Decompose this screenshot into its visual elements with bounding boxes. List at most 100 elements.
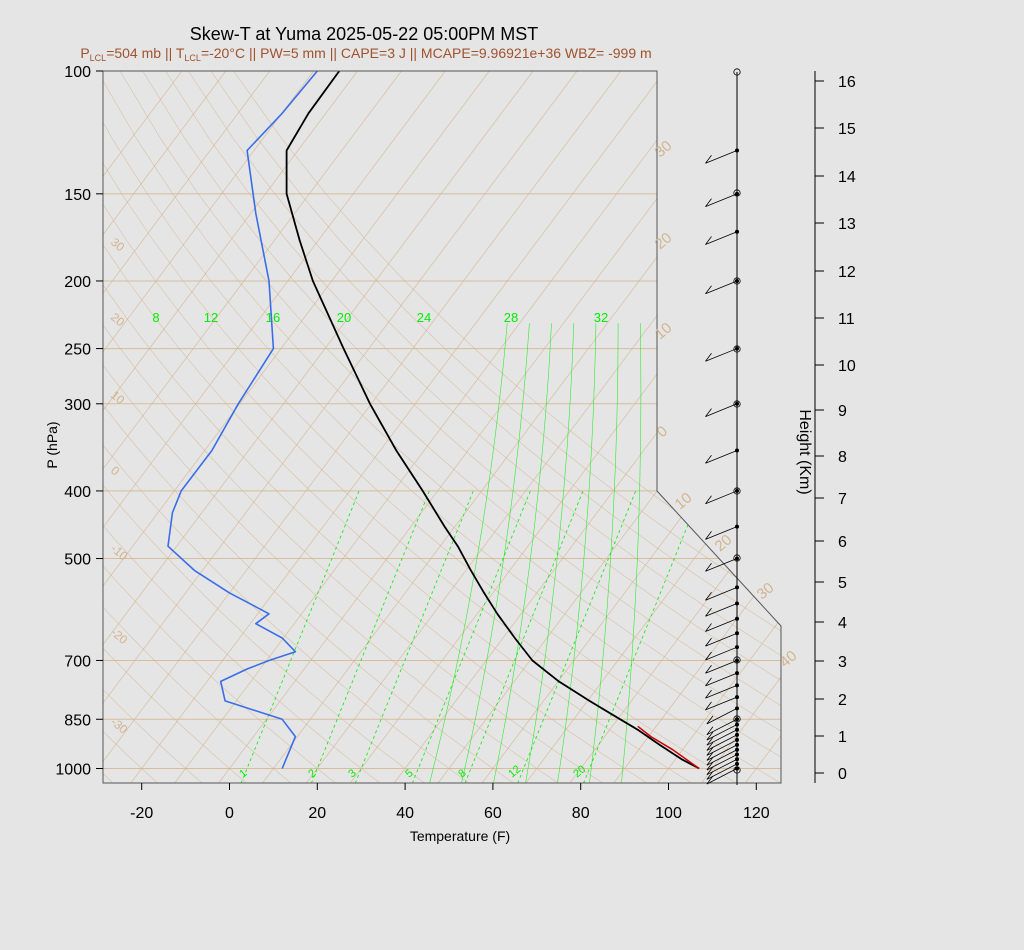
wind-barb-flag: [706, 742, 714, 751]
wind-barb-flag: [705, 623, 712, 632]
isotherm-label: 0: [108, 463, 122, 478]
wind-barb-flag: [706, 756, 714, 766]
height-tick-label: 2: [838, 692, 847, 709]
y-tick-label: 700: [64, 653, 91, 670]
wind-barb: [705, 672, 738, 687]
wind-barb: [706, 744, 738, 761]
moist-adiabat-line: [493, 323, 552, 783]
height-tick-label: 3: [838, 654, 847, 671]
height-tick-label: 5: [838, 575, 847, 592]
height-tick-label: 7: [838, 491, 847, 508]
height-marker-circle: [733, 345, 741, 353]
wind-barb: [705, 280, 738, 295]
isotherm-line: [103, 71, 622, 763]
wind-barb-flag: [706, 752, 714, 761]
x-tick-label: 80: [572, 805, 590, 822]
height-marker-circle: [733, 487, 741, 495]
y-tick-label: 250: [64, 342, 91, 359]
isotherm-label: -10: [108, 541, 131, 563]
moist-adiabat-line: [525, 323, 574, 783]
wind-barb-flag: [705, 495, 712, 504]
isotherm-line: [103, 71, 314, 353]
barb-dot: [735, 717, 739, 722]
wind-barb-flag: [705, 236, 712, 245]
height-tick-label: 15: [838, 121, 856, 138]
x-tick-label: 20: [308, 805, 326, 822]
wind-barb-flag: [705, 353, 712, 362]
isotherm-line: [657, 617, 781, 783]
barb-dot: [735, 732, 739, 737]
moist-adiabat-label: 16: [266, 310, 280, 325]
x-tick-label: 100: [655, 805, 682, 822]
dry-adiabat-line: [103, 689, 203, 783]
isotherm-line: [525, 442, 781, 783]
wind-barb: [706, 768, 738, 785]
isotherm-line: [569, 500, 781, 783]
barb-dot: [735, 401, 739, 406]
barb-dot: [735, 766, 739, 771]
barb-dot: [735, 278, 739, 283]
wind-barb: [705, 587, 738, 601]
height-tick-label: 11: [838, 311, 855, 328]
x-tick-label: 60: [484, 805, 502, 822]
dewpoint-profile: [167, 71, 318, 769]
wind-barb-flag: [706, 747, 714, 756]
dry-adiabat-line: [103, 364, 559, 783]
moist-adiabat-label: 32: [594, 310, 608, 325]
height-tick-label: 6: [838, 534, 847, 551]
height-marker-circle: [733, 656, 741, 664]
chart-subtitle: PLCL=504 mb || TLCL=-20°C || PW=5 mm || …: [80, 45, 651, 63]
isotherm-label: 50: [945, 81, 964, 101]
isotherm-line: [349, 208, 781, 783]
x-axis-label: Temperature (F): [410, 828, 510, 844]
height-tick-label: 8: [838, 449, 847, 466]
wind-barb: [705, 348, 738, 362]
wind-barb: [706, 739, 738, 756]
x-tick-label: 40: [396, 805, 414, 822]
isolines-layer: -30-20-100102030405060708090100110120130…: [103, 71, 964, 783]
wind-barb-flag: [705, 408, 712, 417]
height-tick-label: 10: [838, 358, 856, 375]
axes-layer: -20 0 20 40 60 80 100 1201001502002503004005007…: [55, 64, 855, 822]
dry-adiabat-line: [103, 80, 781, 732]
barb-dot: [735, 752, 739, 757]
wind-barb-flag: [706, 726, 714, 735]
moist-adiabat-line: [429, 323, 508, 783]
wind-barb-flag: [705, 455, 712, 464]
wind-barb: [706, 708, 738, 725]
height-tick-label: 4: [838, 615, 847, 632]
mixing-ratio-line: [310, 490, 430, 783]
wind-barb: [706, 749, 738, 766]
mixing-ratio-line: [517, 490, 637, 783]
moist-adiabat-label: 12: [204, 310, 218, 325]
isotherm-line: [103, 71, 227, 236]
wind-barb-flag: [705, 198, 712, 207]
isotherm-line: [613, 559, 781, 783]
wind-barb: [705, 231, 738, 245]
barb-dot: [735, 585, 739, 590]
wind-barb-flag: [706, 731, 714, 741]
dry-adiabat-line: [103, 606, 292, 783]
barb-dot: [735, 695, 739, 700]
wind-barb: [706, 763, 738, 780]
wind-barb: [706, 724, 738, 741]
height-marker-circle: [733, 766, 741, 774]
isotherm-label: 10: [108, 388, 127, 408]
wind-barb-flag: [706, 761, 714, 771]
wind-barb: [705, 618, 738, 632]
wind-barb: [706, 734, 738, 751]
barb-dot: [735, 631, 739, 636]
dry-adiabat-line: [103, 404, 514, 783]
barb-dot: [735, 488, 739, 493]
barb-dot: [735, 148, 739, 153]
barb-dot: [735, 683, 739, 688]
y-tick-label: 150: [64, 187, 91, 204]
barb-dot: [735, 706, 739, 711]
barb-dot: [735, 616, 739, 621]
plot-region-mask-top: [657, 71, 781, 491]
wind-barb-flag: [706, 736, 714, 746]
wind-barb-flag: [705, 701, 712, 711]
height-marker-circle: [733, 554, 741, 562]
x-tick-label: -20: [130, 805, 153, 822]
